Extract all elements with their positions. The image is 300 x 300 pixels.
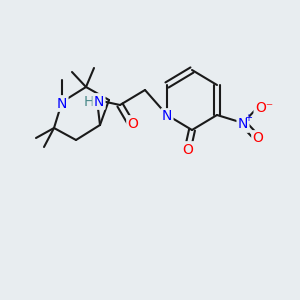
Text: N: N xyxy=(94,94,104,109)
Text: H: H xyxy=(84,94,94,109)
Text: N: N xyxy=(238,118,248,131)
Text: O: O xyxy=(253,131,263,146)
Text: +: + xyxy=(244,113,252,123)
Text: N: N xyxy=(162,110,172,124)
Text: O⁻: O⁻ xyxy=(255,101,273,116)
Text: O: O xyxy=(128,116,138,130)
Text: O: O xyxy=(183,142,194,157)
Text: N: N xyxy=(57,97,67,110)
